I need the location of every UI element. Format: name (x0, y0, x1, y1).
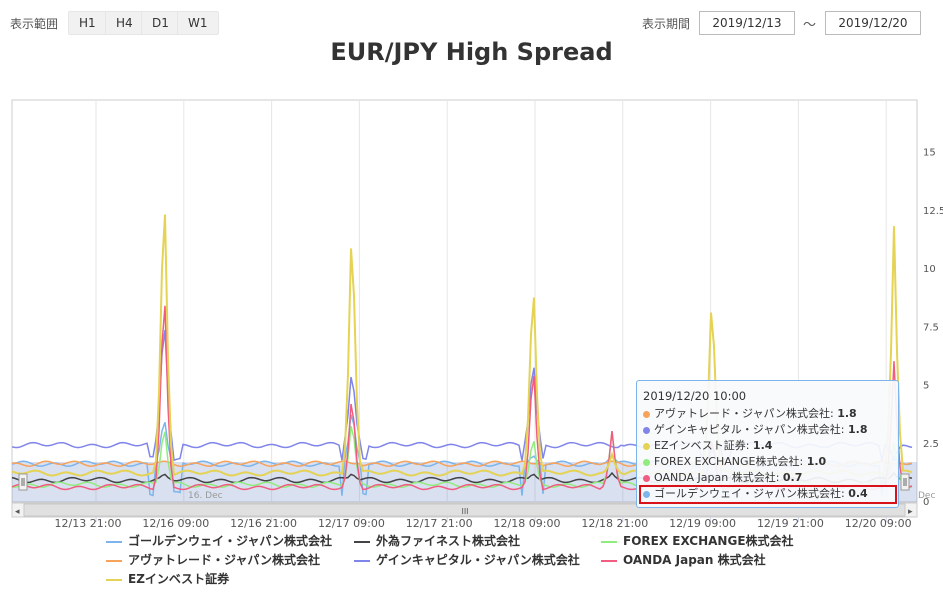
legend-item[interactable]: ゲインキャピタル・ジャパン株式会社 (354, 551, 580, 569)
chart-tooltip: 2019/12/20 10:00 アヴァトレード・ジャパン株式会社: 1.8 ゲイ… (636, 380, 899, 508)
tooltip-series-value: 1.8 (837, 407, 857, 420)
tooltip-series-name: FOREX EXCHANGE株式会社: (654, 455, 807, 468)
chart-title: EUR/JPY High Spread (330, 38, 613, 66)
legend-line-icon (354, 540, 370, 543)
legend-item[interactable]: FOREX EXCHANGE株式会社 (601, 532, 794, 550)
legend-label: 外為ファイネスト株式会社 (376, 534, 521, 548)
navigator-date-label-end: Dec (918, 491, 935, 501)
tooltip-series-value: 1.4 (752, 439, 773, 452)
tooltip-series-name: EZインベスト証券: (654, 439, 753, 452)
tooltip-series-name: ゲインキャピタル・ジャパン株式会社: (654, 423, 848, 436)
start-date-input[interactable] (699, 11, 795, 35)
x-tick-label: 12/13 21:00 (55, 517, 122, 530)
tooltip-row: ゲインキャピタル・ジャパン株式会社: 1.8 (643, 422, 892, 438)
x-tick-label: 12/20 09:00 (845, 517, 912, 530)
range-label: 表示範囲 (10, 17, 59, 31)
series-dot-icon (643, 410, 650, 418)
x-tick-label: 12/16 09:00 (142, 517, 209, 530)
x-tick-label: 12/17 09:00 (318, 517, 385, 530)
x-tick-label: 12/16 21:00 (230, 517, 297, 530)
y-tick-label: 7.5 (923, 322, 939, 333)
y-tick-label: 5 (923, 381, 929, 392)
legend-label: アヴァトレード・ジャパン株式会社 (128, 553, 321, 567)
tooltip-series-name: OANDA Japan 株式会社: (654, 471, 783, 484)
series-dot-icon (643, 426, 650, 434)
y-tick-label: 15 (923, 148, 936, 159)
legend-line-icon (106, 540, 122, 543)
y-axis: 0 2.5 5 7.5 10 12.5 15 (923, 148, 943, 509)
x-tick-label: 12/18 09:00 (494, 517, 561, 530)
date-separator: ～ (803, 18, 817, 33)
tooltip-series-name: ゴールデンウェイ・ジャパン株式会社: (654, 487, 849, 500)
legend-label: EZインベスト証券 (128, 572, 230, 586)
navigator-right-handle[interactable] (900, 473, 910, 491)
navigator-date-label: 16. Dec (188, 491, 223, 501)
legend-item[interactable]: ゴールデンウェイ・ジャパン株式会社 (106, 532, 332, 550)
legend-label: ゲインキャピタル・ジャパン株式会社 (376, 553, 580, 567)
tooltip-series-value: 0.4 (848, 487, 868, 500)
legend-item[interactable]: EZインベスト証券 (106, 570, 229, 588)
legend-item[interactable]: OANDA Japan 株式会社 (601, 551, 766, 569)
y-tick-label: 2.5 (923, 439, 939, 450)
legend-label: OANDA Japan 株式会社 (623, 553, 766, 567)
x-tick-label: 12/19 09:00 (669, 517, 736, 530)
series-dot-icon (643, 458, 650, 466)
tooltip-row: FOREX EXCHANGE株式会社: 1.0 (643, 454, 892, 470)
legend-label: FOREX EXCHANGE株式会社 (623, 534, 794, 548)
tooltip-series-name: アヴァトレード・ジャパン株式会社: (654, 407, 838, 420)
legend-line-icon (354, 559, 370, 562)
tooltip-row: EZインベスト証券: 1.4 (643, 438, 892, 454)
scrollbar-grip-icon: III (461, 507, 468, 516)
tooltip-series-value: 1.8 (847, 423, 868, 436)
x-axis: 12/13 21:00 12/16 09:00 12/16 21:00 12/17 0… (55, 517, 912, 530)
tooltip-series-value: 0.7 (782, 471, 803, 484)
y-tick-label: 10 (923, 264, 936, 275)
period-label: 表示期間 (642, 17, 691, 31)
range-button-w1[interactable]: W1 (177, 11, 219, 35)
tooltip-time: 2019/12/20 10:00 (643, 389, 747, 403)
tooltip-row: OANDA Japan 株式会社: 0.7 (643, 470, 892, 486)
legend-line-icon (601, 559, 617, 562)
series-dot-icon (643, 474, 650, 482)
x-tick-label: 12/18 21:00 (581, 517, 648, 530)
legend-label: ゴールデンウェイ・ジャパン株式会社 (128, 534, 333, 548)
tooltip-series-value: 1.0 (806, 455, 827, 468)
navigator-left-handle[interactable] (18, 473, 28, 491)
x-tick-label: 12/17 21:00 (406, 517, 473, 530)
tooltip-row: アヴァトレード・ジャパン株式会社: 1.8 (643, 406, 892, 422)
legend-line-icon (106, 578, 122, 581)
x-tick-label: 12/19 21:00 (757, 517, 824, 530)
scroll-left-arrow-icon[interactable]: ◂ (15, 507, 20, 517)
legend-line-icon (106, 559, 122, 562)
legend-item[interactable]: 外為ファイネスト株式会社 (354, 532, 520, 550)
y-tick-label: 12.5 (923, 206, 943, 217)
legend-line-icon (601, 540, 617, 543)
series-dot-icon (643, 442, 650, 450)
tooltip-row: ゴールデンウェイ・ジャパン株式会社: 0.4 (639, 485, 897, 504)
end-date-input[interactable] (825, 11, 921, 35)
scroll-right-arrow-icon[interactable]: ▸ (908, 507, 913, 517)
legend-item[interactable]: アヴァトレード・ジャパン株式会社 (106, 551, 320, 569)
y-tick-label: 0 (923, 497, 929, 508)
series-dot-icon (643, 490, 650, 498)
range-button-d1[interactable]: D1 (141, 11, 180, 35)
